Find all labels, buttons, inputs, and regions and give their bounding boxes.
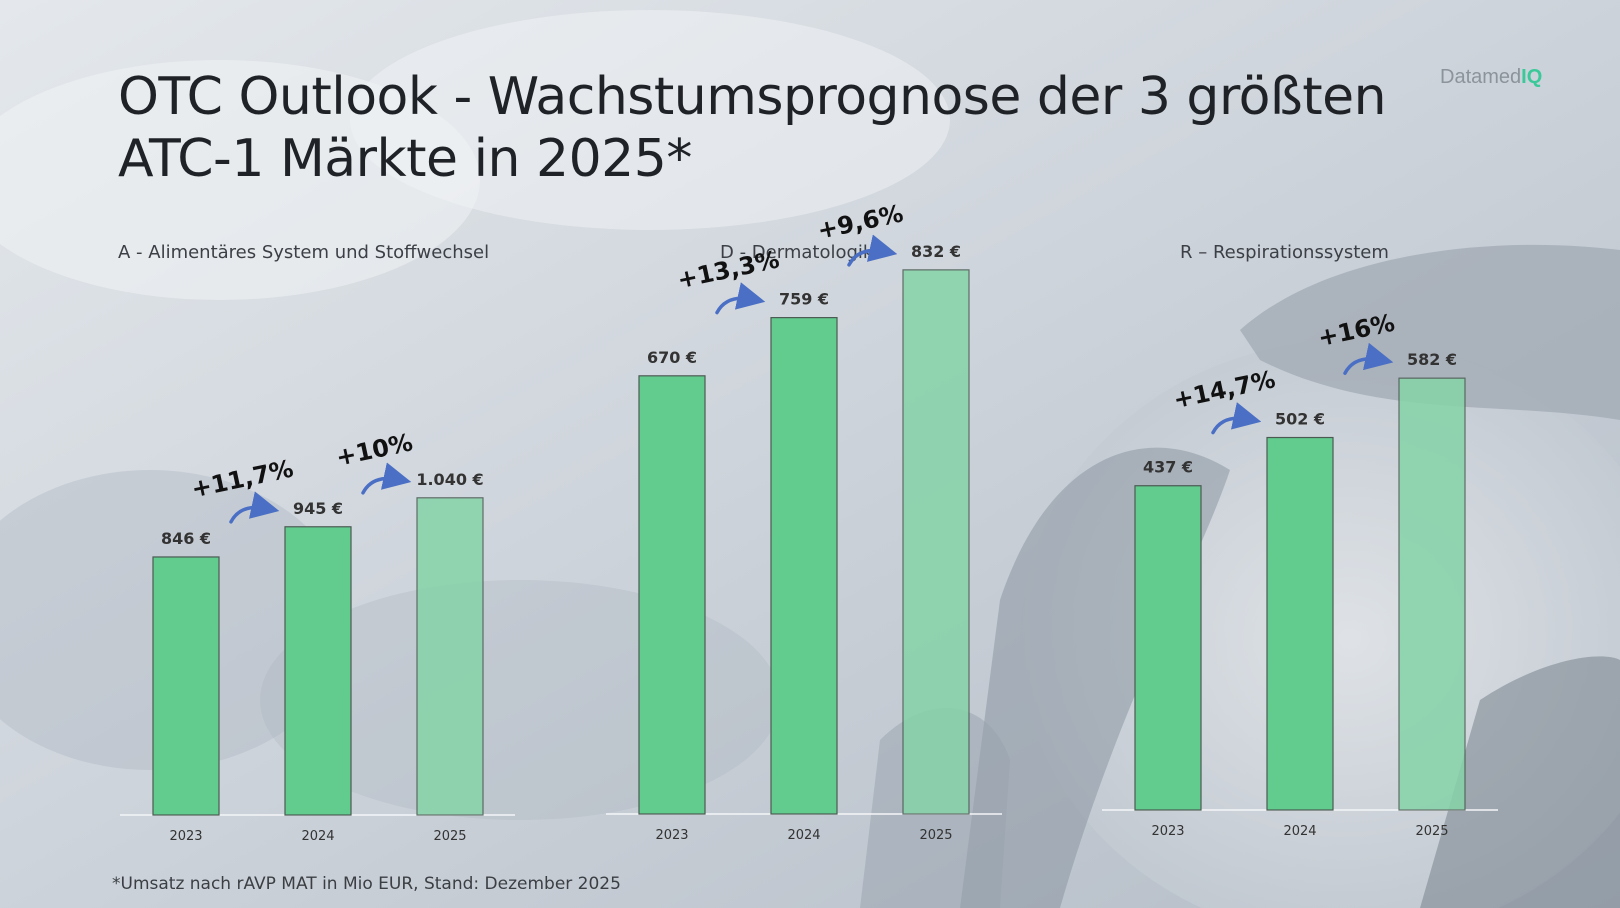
- chart-3-bar-2023: [1134, 485, 1202, 811]
- chart-1-title: A - Alimentäres System und Stoffwechsel: [118, 242, 489, 263]
- logo-accent: IQ: [1521, 66, 1543, 88]
- chart-2-title: D - Dermatologika: [720, 242, 884, 263]
- chart-1-value-label-2023: 846 €: [161, 529, 211, 548]
- chart-1-tick-label-2024: 2024: [301, 829, 334, 844]
- chart-3-growth-label-1: +14,7%: [1171, 365, 1278, 414]
- chart-1-value-label-2024: 945 €: [293, 499, 343, 518]
- chart-1-growth-label-2: +10%: [333, 428, 415, 472]
- chart-2-tick-label-2023: 2023: [655, 828, 688, 843]
- chart-3-tick-label-2023: 2023: [1151, 824, 1184, 839]
- chart-1-bar-2023: [152, 556, 220, 816]
- page-title: OTC Outlook - Wachstumsprognose der 3 gr…: [118, 66, 1418, 190]
- chart-3-tick-label-2024: 2024: [1283, 824, 1316, 839]
- chart-3-growth-arrow-icon-1: [1211, 402, 1262, 435]
- chart-3-tick-label-2025: 2025: [1415, 824, 1448, 839]
- chart-1-value-label-2025: 1.040 €: [416, 470, 483, 489]
- footnote: *Umsatz nach rAVP MAT in Mio EUR, Stand:…: [112, 874, 621, 894]
- chart-1-tick-label-2023: 2023: [169, 829, 202, 844]
- chart-1-growth-label-1: +11,7%: [189, 455, 296, 504]
- chart-2-bar-2024: [770, 317, 838, 815]
- page-title-line-2: ATC-1 Märkte in 2025*: [118, 129, 692, 189]
- chart-1-tick-label-2025: 2025: [433, 829, 466, 844]
- chart-2-value-label-2024: 759 €: [779, 290, 829, 309]
- chart-1-growth-arrow-icon-2: [361, 462, 412, 495]
- chart-3-title: R – Respirationssystem: [1180, 242, 1389, 263]
- chart-3-growth-arrow-icon-2: [1343, 342, 1394, 375]
- chart-2-value-label-2023: 670 €: [647, 348, 697, 367]
- chart-2-growth-label-2: +9,6%: [815, 199, 906, 244]
- chart-3-value-label-2023: 437 €: [1143, 458, 1193, 477]
- chart-2-growth-arrow-icon-2: [847, 234, 898, 267]
- logo-text: Datamed: [1440, 66, 1522, 88]
- chart-2-tick-label-2025: 2025: [919, 828, 952, 843]
- chart-2-value-label-2025: 832 €: [911, 242, 961, 261]
- chart-3-value-label-2025: 582 €: [1407, 350, 1457, 369]
- chart-2-bar-2023: [638, 375, 706, 815]
- chart-2-bar-2025: [902, 269, 970, 815]
- datamed-logo: DatamedIQ: [1440, 66, 1542, 89]
- chart-1-bar-2025: [416, 497, 484, 816]
- chart-3-growth-label-2: +16%: [1315, 309, 1397, 353]
- chart-3-bar-2024: [1266, 436, 1334, 811]
- page-title-line-1: OTC Outlook - Wachstumsprognose der 3 gr…: [118, 67, 1387, 127]
- chart-1-bar-2024: [284, 526, 352, 816]
- chart-3-bar-2025: [1398, 377, 1466, 811]
- chart-2-growth-arrow-icon-1: [715, 282, 766, 315]
- chart-3-value-label-2024: 502 €: [1275, 410, 1325, 429]
- chart-1-growth-arrow-icon-1: [229, 491, 280, 524]
- chart-2-tick-label-2024: 2024: [787, 828, 820, 843]
